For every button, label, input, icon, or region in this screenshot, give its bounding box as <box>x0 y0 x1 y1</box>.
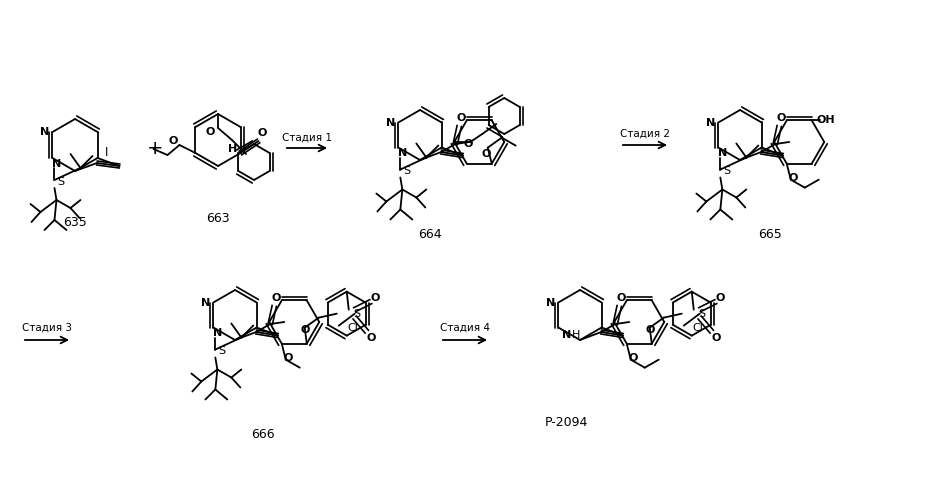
Text: 635: 635 <box>63 216 87 229</box>
Text: N: N <box>212 329 222 338</box>
Text: N: N <box>386 118 395 127</box>
Text: O: O <box>616 293 626 303</box>
Text: Стадия 1: Стадия 1 <box>282 133 332 143</box>
Text: O: O <box>272 293 281 303</box>
Text: O: O <box>300 325 310 335</box>
Text: H: H <box>572 331 581 340</box>
Text: S: S <box>57 177 64 187</box>
Text: O: O <box>711 333 720 342</box>
Text: O: O <box>205 127 214 137</box>
Text: N: N <box>546 298 555 308</box>
Text: O: O <box>788 173 798 183</box>
Text: OH: OH <box>817 115 835 125</box>
Text: P-2094: P-2094 <box>545 417 588 430</box>
Text: Cl: Cl <box>347 323 358 333</box>
Text: Стадия 2: Стадия 2 <box>620 129 670 139</box>
Text: S: S <box>699 308 705 319</box>
Text: O: O <box>777 113 786 123</box>
Text: N: N <box>397 149 407 158</box>
Text: Cl: Cl <box>692 323 703 333</box>
Text: O: O <box>283 353 293 363</box>
Text: O: O <box>481 149 491 158</box>
Text: 663: 663 <box>206 212 229 224</box>
Text: N: N <box>201 298 210 308</box>
Text: N: N <box>562 331 571 340</box>
Text: S: S <box>403 166 410 177</box>
Text: N: N <box>717 149 727 158</box>
Text: I: I <box>106 147 109 159</box>
Text: N: N <box>40 127 49 137</box>
Text: O: O <box>715 293 724 303</box>
Text: Стадия 3: Стадия 3 <box>22 323 72 333</box>
Text: O: O <box>370 293 379 303</box>
Text: 666: 666 <box>251 429 275 441</box>
Text: S: S <box>723 166 730 177</box>
Text: O: O <box>169 136 178 146</box>
Text: N: N <box>706 118 715 127</box>
Text: +: + <box>146 139 163 157</box>
Text: O: O <box>258 128 267 138</box>
Text: 664: 664 <box>418 228 442 242</box>
Text: O: O <box>628 353 637 363</box>
Text: 665: 665 <box>758 228 782 242</box>
Text: S: S <box>353 308 361 319</box>
Text: N: N <box>52 159 61 169</box>
Text: O: O <box>366 333 376 342</box>
Text: Стадия 4: Стадия 4 <box>440 323 490 333</box>
Text: O: O <box>645 325 654 335</box>
Text: O: O <box>464 139 473 149</box>
Text: S: S <box>218 346 225 357</box>
Text: H: H <box>228 144 237 154</box>
Text: O: O <box>457 113 466 123</box>
